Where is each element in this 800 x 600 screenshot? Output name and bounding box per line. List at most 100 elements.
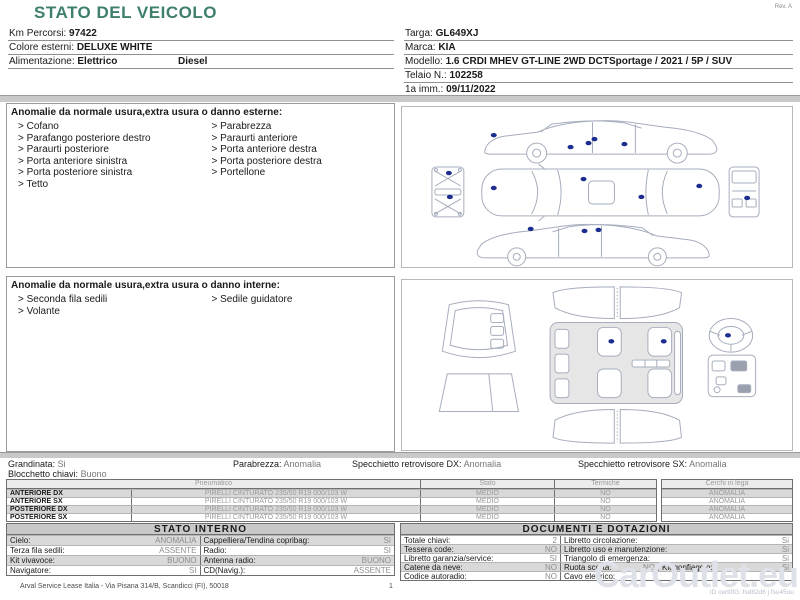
page-title: STATO DEL VEICOLO (34, 3, 217, 22)
interior-line-art (438, 286, 757, 444)
field-label: Libretto uso e manutenzione: (564, 544, 668, 554)
anomaly-item: Tetto (7, 179, 201, 191)
field-value: NO (545, 544, 557, 554)
anomaly-item: Parafango posteriore destro (7, 133, 201, 145)
field-value: 102258 (449, 70, 483, 81)
anomaly-item: Sedile guidatore (201, 294, 395, 306)
field-value: DELUXE WHITE (76, 42, 153, 53)
tyre-model: PIRELLI CINTURATO 235/50 R19 000/103 W (204, 490, 348, 497)
mirror-dx-status: Specchietto retrovisore DX: Anomalia (352, 459, 501, 469)
alloy-wheels-header: Cerchi in lega (662, 480, 792, 489)
revision-label: Rev. A (774, 4, 792, 10)
anomaly-item: Paraurti posteriore (7, 144, 201, 156)
field-value: KIA (438, 42, 456, 53)
tyre-winter: NO (554, 514, 656, 521)
field-label: Cappelliera/Tendina copribag: (203, 536, 310, 545)
field-value: Si (781, 544, 789, 554)
field-value: Anomalia (463, 459, 502, 469)
field-label: Totale chiavi: (404, 535, 451, 545)
tyre-state: MEDIO (420, 490, 554, 497)
interior-car-diagram (438, 286, 757, 444)
tyre-model: PIRELLI CINTURATO 235/50 R19 000/103 W (204, 498, 348, 505)
anomaly-item: Porta anteriore destra (201, 144, 395, 156)
field-value: NO (545, 571, 557, 581)
anomaly-item: Cofano (7, 121, 201, 133)
tyre-winter: NO (554, 490, 656, 497)
table-row: ANTERIORE DX PIRELLI CINTURATO 235/50 R1… (7, 489, 656, 497)
field-value: 09/11/2022 (446, 84, 496, 95)
table-row: ANOMALIA (662, 505, 792, 513)
mirror-sx-status: Specchietto retrovisore SX: Anomalia (578, 459, 727, 469)
alloy-state: ANOMALIA (708, 497, 746, 505)
tyre-winter: NO (554, 506, 656, 513)
field-label: Marca: (405, 42, 436, 53)
page-number: 1 (389, 583, 393, 590)
tyre-state: MEDIO (420, 498, 554, 505)
anomaly-column: Seconda fila sedili Volante (7, 294, 201, 317)
km-row: Km Percorsi: 97422 (8, 27, 394, 41)
table-row: Cielo: ANOMALIA Cappelliera/Tendina copri… (7, 535, 394, 545)
field-value: SI (383, 536, 391, 545)
table-row: Codice autoradio: NO Cavo elettrico: (401, 571, 792, 581)
field-label: Antenna radio: (203, 556, 256, 565)
tyre-position: ANTERIORE DX (7, 490, 132, 497)
anomaly-column: Parabrezza Paraurti anteriore Porta ante… (201, 121, 395, 190)
alloy-state: ANOMALIA (708, 505, 746, 513)
field-label: Codice autoradio: (404, 571, 467, 581)
field-label: Parabrezza: (233, 459, 282, 469)
tyre-position: POSTERIORE DX (7, 506, 132, 513)
field-label: Tessera code: (404, 544, 454, 554)
table-row: Kit vivavoce: BUONO Antenna radio: BUONO (7, 555, 394, 565)
table-row: Totale chiavi: 2 Libretto circolazione: Si (401, 535, 792, 545)
field-value: Buono (80, 469, 107, 479)
table-row: ANOMALIA (662, 489, 792, 497)
fuel-row: Alimentazione: Elettrico Diesel (8, 55, 394, 69)
section-title: Anomalie da normale usura,extra usura o … (11, 107, 283, 118)
column-header: Cerchi in lega (705, 480, 749, 487)
field-value: Anomalia (689, 459, 727, 469)
table-title: STATO INTERNO (7, 524, 394, 535)
field-label: 1a imm.: (405, 84, 444, 95)
anomaly-item: Porta posteriore destra (201, 156, 395, 168)
field-value: Elettrico (77, 56, 118, 67)
field-value: Si (781, 562, 789, 572)
plate-row: Targa: GL649XJ (404, 27, 793, 41)
vehicle-info-right: Targa: GL649XJ Marca: KIA Modello: 1.6 C… (404, 27, 793, 97)
field-label: Specchietto retrovisore SX: (578, 459, 688, 469)
field-value: ASSENTE (159, 546, 197, 555)
documents-equipment-table: DOCUMENTI E DOTAZIONI Totale chiavi: 2 Li… (400, 523, 793, 581)
document-id: ID certifIG: fsd82d6 j fsu45ou (709, 589, 794, 596)
windshield-status: Parabrezza: Anomalia (233, 459, 321, 469)
field-label: Targa: (405, 28, 433, 39)
field-value: Si (781, 553, 789, 563)
table-row: POSTERIORE SX PIRELLI CINTURATO 235/50 R… (7, 513, 656, 521)
chassis-row: Telaio N.: 102258 (404, 69, 793, 83)
field-label: Modello: (405, 56, 443, 67)
anomaly-item: Porta anteriore sinistra (7, 156, 201, 168)
field-label: Km Percorsi: (9, 28, 67, 39)
color-row: Colore esterni: DELUXE WHITE (8, 41, 394, 55)
anomaly-column: Cofano Parafango posteriore destro Parau… (7, 121, 201, 190)
field-value: 2 (552, 535, 557, 545)
exterior-diagram-box (401, 106, 793, 268)
field-value: SI (549, 553, 557, 563)
anomaly-item: Porta posteriore sinistra (7, 167, 201, 179)
field-value: SI (188, 566, 197, 575)
field-label: Kit vivavoce: (10, 556, 55, 565)
alloy-state: ANOMALIA (708, 513, 746, 521)
field-label: Telaio N.: (405, 70, 447, 81)
field-label: Terza fila sedili: (10, 546, 65, 555)
field-value: 1.6 CRDI MHEV GT-LINE 2WD DCTSportage / … (445, 56, 733, 67)
footer-company-address: Arval Service Lease Italia - Via Pisana … (20, 583, 229, 590)
field-label: Colore esterni: (9, 42, 75, 53)
tyre-model: PIRELLI CINTURATO 235/50 R19 000/103 W (204, 506, 348, 513)
field-value: NO (643, 562, 655, 572)
field-label: Triangolo di emergenza: (564, 553, 650, 563)
tyre-model: PIRELLI CINTURATO 235/50 R19 000/103 W (204, 514, 348, 521)
interior-diagram-box (401, 279, 793, 451)
field-label: Libretto garanzia/service: (404, 553, 494, 563)
field-label: Radio: (203, 546, 227, 555)
table-row: POSTERIORE DX PIRELLI CINTURATO 235/50 R… (7, 505, 656, 513)
field-value: 97422 (69, 28, 97, 39)
interior-anomalies-box: Anomalie da normale usura,extra usura o … (6, 276, 395, 452)
